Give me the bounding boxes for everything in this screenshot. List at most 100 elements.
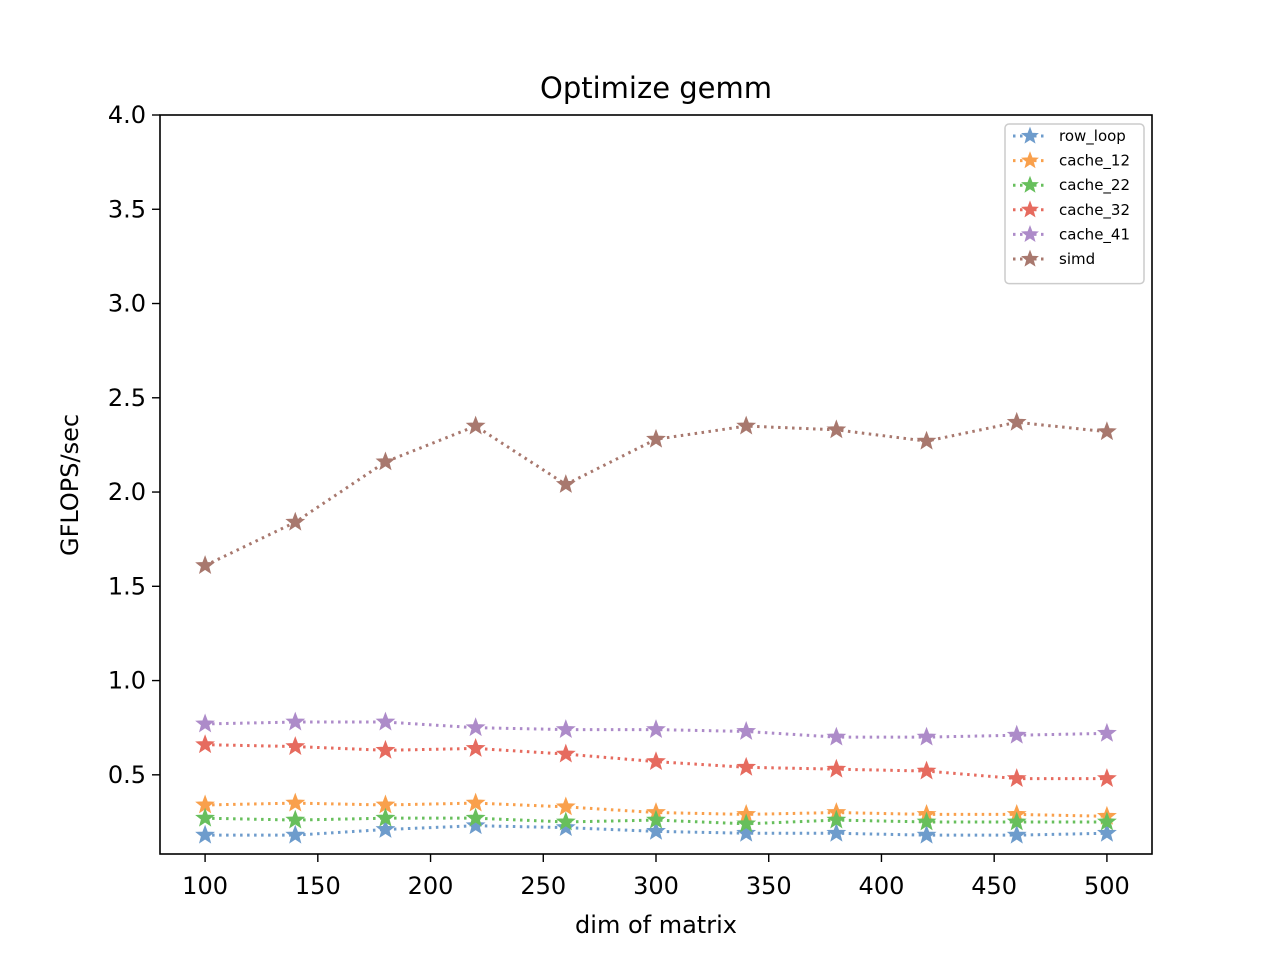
legend-label: cache_22	[1059, 176, 1130, 195]
data-point	[285, 792, 306, 812]
legend-marker	[1021, 151, 1039, 169]
data-point	[555, 474, 576, 493]
data-point	[555, 743, 576, 763]
series-cache_41	[195, 711, 1117, 746]
data-point	[555, 719, 576, 739]
data-point	[375, 739, 396, 759]
x-tick-label: 250	[520, 872, 566, 900]
data-point	[646, 751, 666, 771]
data-point	[826, 726, 847, 746]
series-cache_32	[195, 734, 1117, 788]
data-point	[646, 820, 666, 840]
data-point	[375, 819, 396, 838]
x-tick-label: 350	[746, 872, 792, 900]
legend-item: cache_32	[1013, 200, 1130, 220]
data-point	[195, 734, 215, 754]
x-tick-label: 450	[971, 872, 1017, 900]
data-point	[465, 738, 486, 757]
x-tick-label: 400	[859, 872, 905, 900]
data-point	[285, 736, 306, 755]
legend: row_loop cache_12 cache_22 cache_32 cache_41…	[1004, 123, 1145, 285]
legend-label: cache_12	[1059, 152, 1130, 171]
data-point	[195, 713, 215, 733]
data-point	[195, 555, 215, 574]
legend-item: simd	[1013, 249, 1095, 268]
data-point	[916, 824, 937, 844]
data-point	[1006, 811, 1027, 831]
data-point	[1006, 411, 1027, 431]
chart-title: Optimize gemm	[540, 71, 772, 105]
legend-item: cache_22	[1013, 175, 1130, 195]
data-point	[736, 721, 757, 740]
series-simd	[195, 411, 1117, 574]
data-point	[826, 419, 847, 439]
legend-item: cache_41	[1013, 224, 1130, 244]
data-point	[195, 824, 215, 844]
data-point	[465, 807, 486, 827]
data-point	[1097, 811, 1117, 831]
y-axis-title: GFLOPS/sec	[56, 414, 84, 556]
legend-label: row_loop	[1059, 127, 1126, 146]
data-point	[1006, 724, 1027, 744]
data-point	[916, 726, 937, 746]
y-tick-label: 3.0	[108, 290, 146, 318]
data-point	[285, 511, 306, 531]
legend-marker	[1021, 175, 1039, 193]
series-layer	[195, 411, 1117, 844]
data-point	[1097, 722, 1117, 742]
data-point	[1097, 421, 1117, 441]
data-point	[826, 758, 847, 778]
series-line	[204, 420, 1108, 567]
x-tick-label: 500	[1084, 872, 1130, 900]
data-point	[465, 717, 486, 737]
data-point	[285, 711, 306, 731]
legend-marker	[1021, 200, 1039, 218]
legend-marker	[1021, 249, 1039, 267]
y-tick-label: 3.5	[108, 195, 146, 223]
data-point	[1006, 768, 1027, 788]
data-point	[646, 719, 666, 739]
data-point	[375, 711, 396, 731]
y-tick-label: 1.0	[108, 667, 146, 695]
legend-marker	[1021, 224, 1039, 243]
y-tick-label: 0.5	[108, 761, 146, 789]
legend-item: row_loop	[1013, 126, 1126, 146]
plot-frame	[159, 114, 1153, 855]
y-tick-label: 4.0	[108, 101, 146, 129]
series-row_loop	[195, 815, 1117, 844]
x-axis-title: dim of matrix	[575, 911, 737, 939]
data-point	[1097, 822, 1117, 842]
legend-label: simd	[1059, 250, 1095, 268]
legend-marker	[1021, 126, 1039, 144]
data-point	[736, 756, 757, 776]
x-tick-label: 300	[633, 872, 679, 900]
x-axis: 100 150 200 250 300 350 400 450 500	[182, 854, 1130, 900]
data-point	[1006, 824, 1027, 844]
data-point	[375, 451, 396, 471]
data-point	[736, 822, 757, 842]
legend-frame	[1004, 123, 1145, 285]
data-point	[195, 807, 215, 827]
legend-label: cache_41	[1059, 225, 1130, 244]
data-point	[375, 807, 396, 827]
x-tick-label: 200	[408, 872, 454, 900]
x-tick-label: 100	[182, 872, 228, 900]
data-point	[285, 824, 306, 844]
legend-item: cache_12	[1013, 151, 1130, 171]
data-point	[646, 809, 666, 829]
data-point	[826, 822, 847, 842]
data-point	[916, 760, 937, 780]
data-point	[465, 815, 486, 835]
data-point	[736, 415, 757, 435]
data-point	[1097, 768, 1117, 788]
y-tick-label: 1.5	[108, 572, 146, 600]
y-axis: 0.5 1.0 1.5 2.0 2.5 3.0 3.5 4.0	[108, 101, 160, 789]
data-point	[555, 811, 576, 831]
y-tick-label: 2.5	[108, 384, 146, 412]
data-point	[646, 428, 666, 448]
data-point	[465, 792, 486, 812]
y-tick-label: 2.0	[108, 478, 146, 506]
data-point	[916, 430, 937, 450]
data-point	[826, 809, 847, 829]
data-point	[555, 796, 576, 816]
